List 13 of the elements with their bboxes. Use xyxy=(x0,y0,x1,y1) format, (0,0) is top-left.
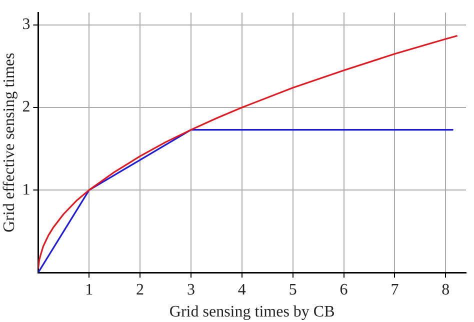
x-tick-label: 8 xyxy=(442,281,450,298)
y-tick-label: 1 xyxy=(22,181,30,198)
x-tick-label: 1 xyxy=(85,281,94,298)
x-tick-label: 7 xyxy=(390,281,399,298)
y-tick-label: 2 xyxy=(22,98,30,116)
y-axis-title: Grid effective sensing times xyxy=(0,52,18,232)
x-tick-label: 6 xyxy=(340,281,348,298)
x-axis-title: Grid sensing times by CB xyxy=(169,304,335,321)
x-tick-label: 2 xyxy=(136,281,144,298)
x-tick-label: 5 xyxy=(288,281,297,298)
y-tick-label: 3 xyxy=(22,16,30,34)
x-tick-label: 3 xyxy=(186,281,195,298)
x-tick-label: 4 xyxy=(238,281,246,298)
